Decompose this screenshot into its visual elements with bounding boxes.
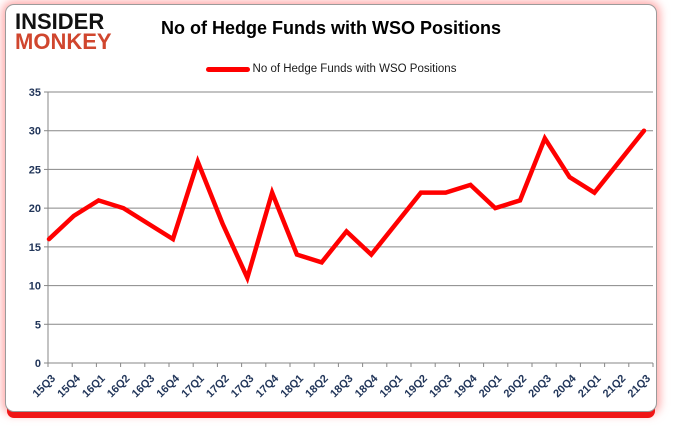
logo-line-insider: INSIDER (15, 9, 105, 34)
x-tick-label: 18Q4 (353, 372, 381, 400)
legend-line-swatch (205, 66, 250, 72)
x-tick-label: 15Q3 (31, 373, 59, 401)
y-tick-label: 10 (29, 281, 41, 293)
series-line (46, 128, 647, 285)
x-tick-label: 19Q3 (427, 373, 455, 401)
legend-label: No of Hedge Funds with WSO Positions (252, 63, 457, 75)
x-tick-label: 20Q3 (526, 373, 554, 401)
x-tick-label: 21Q3 (626, 373, 654, 401)
x-tick-label: 20Q1 (477, 373, 505, 401)
chart-card: INSIDER MONKEY No of Hedge Funds with WS… (5, 4, 657, 412)
x-tick-label: 16Q2 (105, 373, 133, 401)
x-tick-label: 16Q3 (130, 373, 158, 401)
y-tick-label: 0 (35, 358, 41, 370)
chart-title: No of Hedge Funds with WSO Positions (161, 18, 501, 38)
x-tick-label: 16Q4 (155, 372, 183, 400)
x-tick-label: 19Q4 (452, 372, 480, 400)
line-chart-plot: 0510152025303515Q315Q416Q116Q216Q316Q417… (29, 87, 654, 401)
x-tick-label: 18Q3 (328, 373, 356, 401)
y-tick-label: 30 (29, 126, 41, 138)
x-tick-label: 17Q2 (204, 373, 232, 401)
y-tick-label: 35 (29, 87, 41, 99)
x-tick-label: 19Q1 (378, 373, 406, 401)
y-tick-label: 20 (29, 203, 41, 215)
x-tick-label: 21Q2 (601, 373, 629, 401)
y-tick-label: 15 (29, 242, 41, 254)
x-tick-label: 16Q1 (80, 373, 108, 401)
x-tick-label: 20Q4 (551, 372, 579, 400)
y-tick-label: 5 (35, 319, 41, 331)
legend: No of Hedge Funds with WSO Positions (6, 63, 656, 75)
x-tick-label: 19Q2 (402, 373, 430, 401)
x-tick-label: 18Q1 (279, 373, 307, 401)
x-tick-label: 17Q4 (254, 372, 282, 400)
y-tick-label: 25 (29, 164, 41, 176)
insider-monkey-logo: INSIDER MONKEY (15, 9, 112, 54)
x-tick-label: 20Q2 (502, 373, 530, 401)
x-tick-label: 15Q4 (55, 372, 83, 400)
x-tick-label: 17Q1 (179, 373, 207, 401)
x-tick-label: 17Q3 (229, 373, 257, 401)
x-tick-label: 21Q1 (576, 373, 604, 401)
x-tick-label: 18Q2 (303, 373, 331, 401)
logo-line-monkey: MONKEY (15, 28, 112, 54)
